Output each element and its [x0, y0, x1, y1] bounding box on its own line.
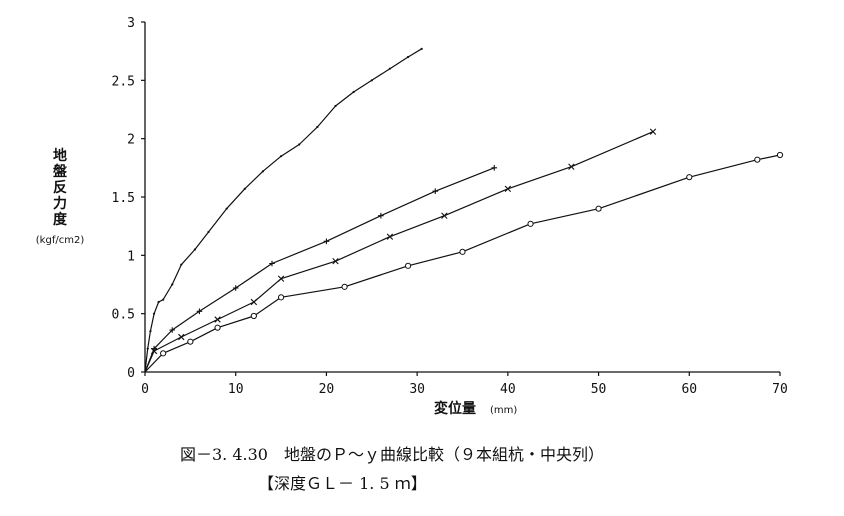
- marker-plus: [269, 260, 275, 267]
- marker-dot: [261, 170, 265, 173]
- marker-dot: [162, 298, 165, 301]
- marker-circle: [214, 324, 221, 331]
- marker-x: [277, 275, 285, 282]
- marker-plus: [232, 285, 239, 291]
- x-tick-label: 70: [772, 382, 788, 397]
- x-tick-label: 40: [500, 382, 516, 397]
- axes: [141, 21, 781, 376]
- marker-dot: [225, 207, 228, 210]
- marker-dot: [207, 230, 210, 234]
- marker-dot: [279, 155, 283, 158]
- marker-circle: [277, 294, 285, 301]
- marker-dot: [152, 312, 156, 315]
- marker-dot: [171, 283, 174, 286]
- series-plus: [144, 165, 498, 373]
- marker-circle: [187, 338, 194, 345]
- marker-dot: [146, 347, 149, 350]
- x-tick-label: 10: [228, 382, 244, 397]
- series-layer: [144, 47, 784, 373]
- x-axis-title: 変位量: [434, 400, 476, 417]
- x-tick-label: 60: [681, 382, 697, 397]
- series-dot: [144, 47, 423, 373]
- figure-caption: 図－3. 4.30 地盤のＰ～ｙ曲線比較（９本組杭・中央列）: [180, 445, 604, 464]
- marker-dot: [316, 125, 319, 129]
- marker-dot: [352, 90, 355, 94]
- marker-x: [649, 128, 657, 135]
- series-line: [144, 167, 495, 373]
- figure-subcaption: 【深度ＧＬ－ 1. 5 ｍ】: [258, 474, 427, 493]
- y-axis-title-char: 度: [53, 211, 68, 228]
- marker-dot: [157, 300, 160, 304]
- marker-x: [250, 298, 258, 306]
- y-tick-label: 1.5: [112, 191, 135, 206]
- x-tick-label: 50: [591, 382, 607, 397]
- y-axis-title-char: 力: [53, 195, 67, 212]
- x-tick-label: 0: [141, 382, 149, 397]
- marker-plus: [196, 308, 203, 315]
- marker-x: [214, 316, 221, 323]
- y-tick-label: 0.5: [112, 308, 135, 323]
- marker-circle: [754, 156, 761, 163]
- marker-dot: [370, 79, 373, 82]
- marker-plus: [491, 165, 498, 171]
- marker-dot: [243, 187, 246, 190]
- x-tick-label: 30: [409, 382, 425, 397]
- series-circle: [144, 151, 784, 373]
- y-tick-label: 3: [127, 16, 135, 31]
- marker-x: [504, 185, 512, 193]
- marker-x: [150, 347, 158, 355]
- marker-x: [386, 233, 394, 240]
- marker-plus: [378, 212, 384, 219]
- series-x: [144, 128, 657, 373]
- marker-dot: [388, 67, 392, 70]
- marker-circle: [527, 220, 534, 227]
- series-line: [144, 131, 654, 373]
- marker-circle: [160, 350, 167, 357]
- marker-circle: [341, 283, 348, 290]
- marker-circle: [595, 205, 602, 212]
- x-tick-label: 20: [319, 382, 335, 397]
- marker-dot: [334, 104, 337, 108]
- marker-x: [441, 212, 448, 219]
- marker-plus: [323, 238, 330, 245]
- marker-dot: [193, 248, 196, 251]
- marker-circle: [459, 248, 466, 255]
- marker-x: [332, 257, 339, 265]
- marker-dot: [180, 263, 183, 266]
- y-axis-unit: (kgf/cm2): [36, 235, 85, 246]
- marker-circle: [686, 174, 693, 181]
- x-axis-unit: (mm): [490, 405, 517, 416]
- series-line: [144, 154, 781, 373]
- y-tick-label: 0: [127, 366, 135, 381]
- marker-plus: [432, 188, 439, 194]
- marker-circle: [404, 262, 412, 269]
- y-tick-label: 2: [127, 133, 135, 148]
- marker-dot: [298, 143, 301, 146]
- series-line: [144, 48, 423, 373]
- marker-dot: [406, 55, 410, 59]
- y-axis-title-char: 地: [53, 147, 67, 164]
- marker-dot: [149, 330, 152, 333]
- marker-x: [568, 163, 575, 170]
- y-tick-label: 1: [127, 249, 135, 264]
- marker-dot: [420, 47, 423, 50]
- y-axis-title-char: 反: [53, 179, 67, 196]
- y-tick-label: 2.5: [112, 74, 135, 89]
- y-axis-title-char: 盤: [53, 163, 68, 180]
- marker-circle: [776, 151, 784, 159]
- marker-x: [178, 333, 185, 341]
- marker-circle: [250, 312, 257, 320]
- marker-plus: [169, 327, 176, 333]
